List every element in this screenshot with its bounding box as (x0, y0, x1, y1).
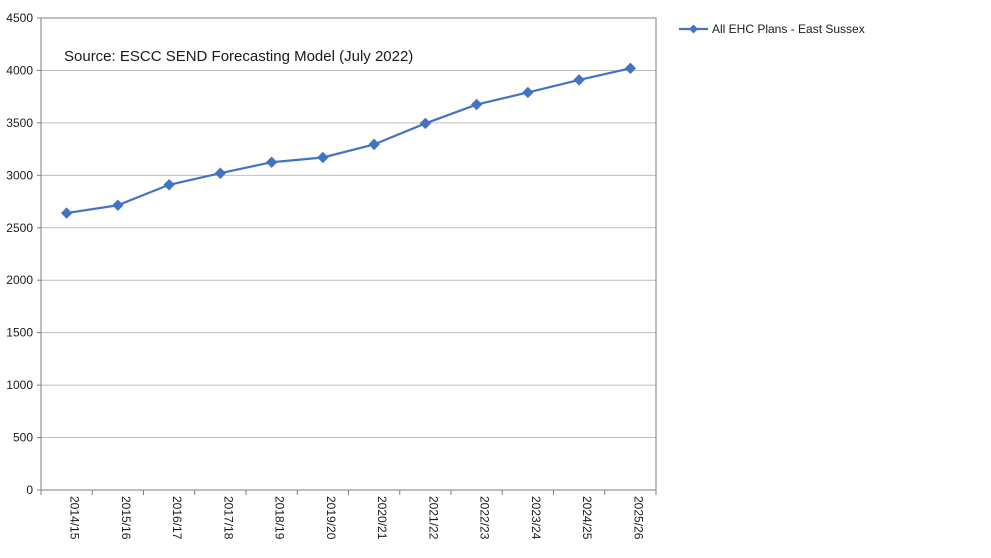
data-point-marker (60, 207, 73, 219)
data-point-marker (112, 199, 124, 211)
x-tick-label: 2024/25 (580, 496, 594, 540)
x-tick-label: 2016/17 (170, 496, 184, 540)
x-tick-label: 2017/18 (221, 496, 235, 540)
x-tick-label: 2020/21 (375, 496, 389, 540)
x-tick-label: 2022/23 (478, 496, 492, 540)
data-point-marker (470, 98, 483, 111)
x-tick-label: 2014/15 (68, 496, 82, 540)
data-point-marker (317, 151, 329, 164)
legend-label: All EHC Plans - East Sussex (712, 22, 865, 36)
x-tick-label: 2023/24 (529, 496, 543, 540)
x-tick-label: 2025/26 (631, 496, 645, 540)
data-point-marker (624, 62, 637, 75)
y-tick-label: 2500 (6, 221, 33, 235)
data-point-marker (214, 167, 227, 179)
y-tick-label: 500 (13, 431, 33, 445)
y-tick-label: 0 (26, 483, 33, 497)
gridlines (41, 17, 656, 439)
series-line (66, 67, 631, 215)
plot-area-border (40, 17, 657, 491)
y-tick-label: 2000 (6, 273, 33, 287)
data-point-marker (419, 117, 432, 130)
x-tick-label: 2019/20 (324, 496, 338, 540)
x-tick-label: 2015/16 (119, 496, 133, 540)
axes: 0 500 1000 1500 2000 2500 3000 3500 4000 4500 2014… (6, 11, 657, 540)
legend: All EHC Plans - East Sussex (679, 22, 865, 36)
legend-marker-swatch (689, 24, 698, 34)
source-annotation: Source: ESCC SEND Forecasting Model (Jul… (64, 48, 413, 65)
y-tick-label: 4500 (6, 11, 33, 25)
data-point-marker (163, 179, 175, 191)
x-tick-label: 2021/22 (426, 496, 440, 540)
data-point-marker (265, 156, 278, 168)
y-tick-label: 1000 (6, 378, 33, 392)
x-tick-label: 2018/19 (273, 496, 287, 540)
series (60, 62, 637, 219)
data-point-marker (522, 86, 534, 99)
data-point-marker (573, 74, 585, 86)
y-tick-label: 4000 (6, 63, 33, 77)
data-point-marker (368, 138, 380, 151)
y-tick-label: 3000 (6, 168, 33, 182)
y-tick-label: 1500 (6, 326, 33, 340)
y-tick-label: 3500 (6, 116, 33, 130)
